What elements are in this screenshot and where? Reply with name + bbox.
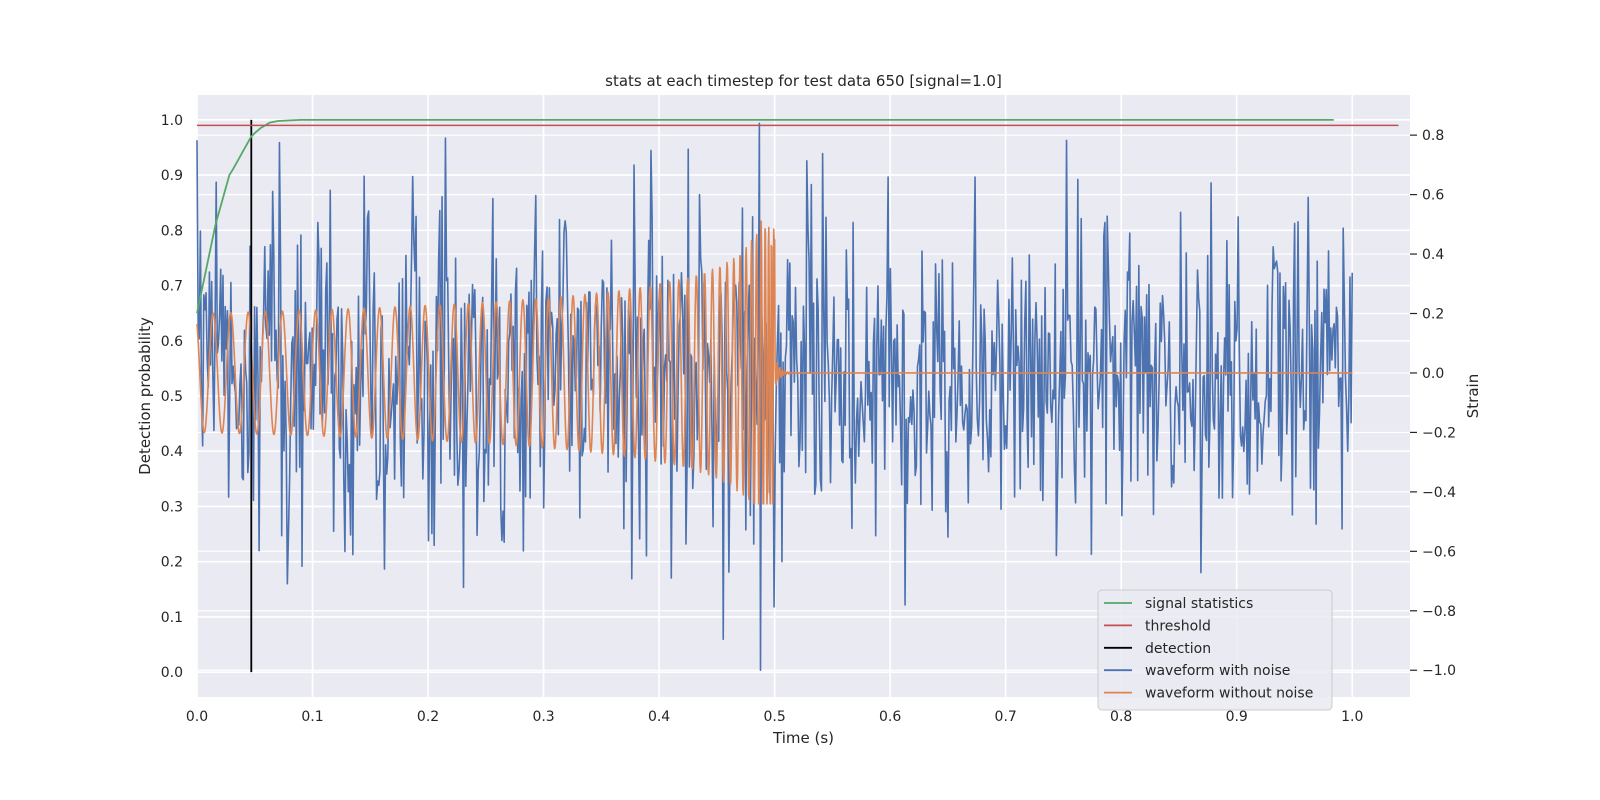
y2-tick-label: 0.0 xyxy=(1422,366,1444,382)
x-tick-label: 0.3 xyxy=(532,709,554,725)
series-line-signal-statistics xyxy=(196,118,1334,314)
y-tick-label: 0.0 xyxy=(161,665,183,681)
chart-title: stats at each timestep for test data 650… xyxy=(605,72,1002,90)
y-tick-label: 0.3 xyxy=(161,499,183,515)
y2-axis-label: Strain xyxy=(1464,374,1482,418)
y2-tick-label: 0.8 xyxy=(1422,128,1444,144)
x-tick-label: 0.9 xyxy=(1226,709,1248,725)
y-tick-label: 0.1 xyxy=(161,610,183,626)
x-tick-label: 0.1 xyxy=(301,709,323,725)
legend-box xyxy=(1097,589,1333,711)
y2-tick-label: −0.2 xyxy=(1422,425,1456,441)
axes: 0.0 0.1 0.2 0.3 0.4 0.5 0.6 0.7 0.8 0.9 1.0 0.0 0.1 0… xyxy=(161,113,1456,725)
y-tick-label: 0.2 xyxy=(161,555,183,571)
y2-tick-label: −0.4 xyxy=(1422,485,1456,501)
x-tick-label: 0.0 xyxy=(186,709,208,725)
series-layer xyxy=(196,118,1399,673)
y2-tick-label: −0.8 xyxy=(1422,604,1456,620)
y-tick-label: 0.5 xyxy=(161,389,183,405)
x-tick-label: 0.7 xyxy=(995,709,1017,725)
legend-label: waveform without noise xyxy=(1145,686,1313,702)
y-tick-label: 0.6 xyxy=(161,334,183,350)
y2-tick-label: 0.6 xyxy=(1422,188,1444,204)
x-tick-label: 0.5 xyxy=(763,709,785,725)
y2-tick-label: 0.2 xyxy=(1422,307,1444,323)
y-tick-label: 1.0 xyxy=(161,113,183,129)
legend-label: threshold xyxy=(1145,618,1211,634)
series-line-waveform-with-noise xyxy=(196,122,1354,672)
series-line-waveform-without-noise xyxy=(196,220,1353,505)
legend-label: signal statistics xyxy=(1145,596,1253,612)
x-axis-label: Time (s) xyxy=(772,729,834,747)
x-tick-label: 0.6 xyxy=(879,709,901,725)
x-tick-label: 0.8 xyxy=(1110,709,1132,725)
y2-tick-label: 0.4 xyxy=(1422,247,1444,263)
legend-label: detection xyxy=(1145,641,1211,657)
y-tick-label: 0.8 xyxy=(161,223,183,239)
x-tick-label: 1.0 xyxy=(1341,709,1363,725)
y-tick-label: 0.4 xyxy=(161,444,183,460)
legend-label: waveform with noise xyxy=(1145,663,1290,679)
x-tick-label: 0.2 xyxy=(417,709,439,725)
y2-tick-label: −0.6 xyxy=(1422,544,1456,560)
y2-tick-label: −1.0 xyxy=(1422,663,1456,679)
y-tick-label: 0.9 xyxy=(161,168,183,184)
y-axis-label: Detection probability xyxy=(136,317,154,475)
legend: signal statistics threshold detection wavef… xyxy=(1097,589,1333,711)
y-tick-label: 0.7 xyxy=(161,279,183,295)
x-tick-label: 0.4 xyxy=(648,709,670,725)
